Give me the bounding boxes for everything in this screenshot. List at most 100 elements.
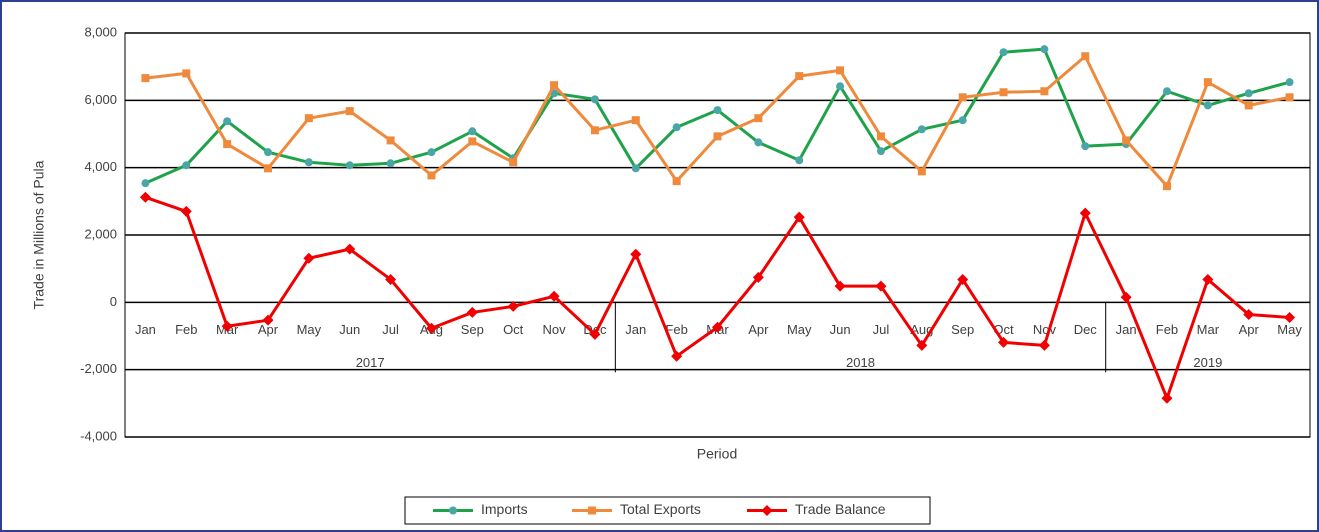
data-point	[1285, 93, 1294, 102]
data-point	[836, 66, 845, 75]
data-point	[1081, 142, 1090, 151]
data-point	[590, 95, 599, 104]
data-point	[958, 116, 967, 125]
data-point	[1038, 339, 1050, 351]
data-point	[468, 127, 477, 136]
x-tick-label: Mar	[1197, 322, 1220, 337]
legend-label: Total Exports	[620, 501, 701, 517]
data-point	[262, 314, 274, 326]
x-tick-label: Jun	[830, 322, 851, 337]
x-tick-label: Apr	[748, 322, 769, 337]
data-point	[182, 69, 191, 78]
x-tick-label: Sep	[951, 322, 974, 337]
data-point	[264, 164, 273, 173]
data-point	[507, 300, 519, 312]
x-tick-label: Feb	[665, 322, 687, 337]
data-point	[713, 132, 722, 141]
data-point	[671, 350, 683, 362]
data-point	[754, 138, 763, 147]
data-point	[631, 116, 640, 125]
data-point	[345, 161, 354, 170]
x-tick-label: May	[297, 322, 322, 337]
data-point	[712, 321, 723, 333]
data-point	[999, 48, 1008, 57]
data-point	[141, 179, 150, 188]
data-point	[427, 171, 436, 180]
data-point	[221, 320, 233, 332]
legend-label: Trade Balance	[795, 501, 886, 517]
data-point	[304, 114, 313, 123]
x-tick-label: Feb	[1156, 322, 1178, 337]
data-point	[1040, 45, 1049, 54]
data-point	[1040, 87, 1049, 96]
data-point	[876, 132, 885, 141]
data-point	[795, 72, 804, 81]
x-tick-label: Nov	[542, 322, 566, 337]
data-point	[550, 81, 559, 90]
data-point	[917, 167, 926, 176]
data-point	[754, 114, 763, 123]
y-axis-label: Trade in Millions of Pula	[31, 160, 47, 309]
data-point	[590, 126, 599, 135]
x-tick-label: Dec	[1074, 322, 1098, 337]
data-point	[180, 205, 192, 217]
x-tick-label: Nov	[1033, 322, 1057, 337]
data-point	[223, 140, 232, 149]
x-group-label: 2018	[846, 355, 875, 370]
x-tick-label: Jul	[382, 322, 399, 337]
x-axis-label: Period	[697, 446, 737, 462]
data-point	[1079, 207, 1091, 219]
y-tick-label: -2,000	[80, 361, 117, 376]
data-point	[998, 336, 1010, 348]
data-point	[466, 306, 478, 318]
data-point	[672, 123, 681, 132]
data-point	[1243, 308, 1255, 320]
data-point	[345, 107, 354, 116]
data-point	[1161, 392, 1173, 404]
y-tick-label: 8,000	[84, 24, 117, 39]
x-group-label: 2019	[1193, 355, 1222, 370]
data-point	[752, 271, 764, 283]
data-point	[1122, 136, 1131, 145]
x-tick-label: May	[787, 322, 812, 337]
y-tick-label: 4,000	[84, 159, 117, 174]
legend-marker	[761, 505, 773, 516]
data-point	[303, 252, 315, 264]
data-point	[344, 243, 356, 255]
data-point	[713, 106, 722, 115]
x-tick-label: Jan	[625, 322, 646, 337]
data-point	[385, 273, 397, 285]
data-point	[1284, 311, 1296, 323]
legend-label: Imports	[481, 501, 528, 517]
data-point	[999, 88, 1008, 97]
data-point	[1081, 52, 1090, 61]
data-point	[1285, 78, 1294, 87]
data-point	[836, 82, 845, 91]
y-tick-label: 2,000	[84, 226, 117, 241]
data-point	[141, 74, 150, 83]
x-tick-label: Jan	[1116, 322, 1137, 337]
data-point	[1120, 291, 1132, 303]
data-point	[630, 248, 642, 260]
y-tick-label: 6,000	[84, 92, 117, 107]
data-point	[1202, 273, 1214, 285]
data-point	[793, 211, 805, 223]
data-point	[795, 156, 804, 165]
data-point	[672, 177, 681, 186]
data-point	[876, 147, 885, 156]
legend-marker	[449, 506, 457, 515]
data-point	[1244, 101, 1253, 110]
data-point	[917, 125, 926, 134]
data-point	[182, 161, 191, 170]
data-point	[1162, 182, 1171, 191]
x-tick-label: Apr	[1239, 322, 1260, 337]
data-point	[875, 280, 887, 292]
data-point	[223, 117, 232, 126]
data-point	[548, 290, 560, 302]
x-tick-label: Apr	[258, 322, 279, 337]
data-point	[139, 191, 151, 203]
x-tick-label: Feb	[175, 322, 197, 337]
x-tick-label: May	[1277, 322, 1302, 337]
data-point	[509, 158, 518, 167]
